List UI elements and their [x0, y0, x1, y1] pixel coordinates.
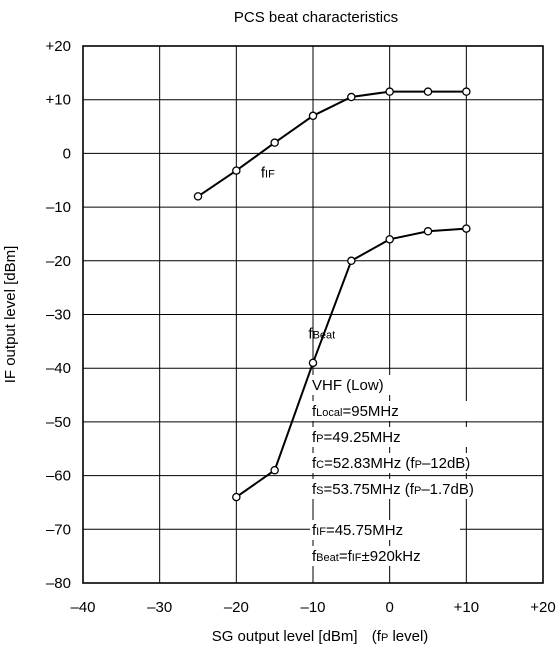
- data-point: [232, 166, 241, 175]
- annotation-bg: [310, 375, 396, 395]
- y-tick-label: –80: [46, 575, 71, 592]
- x-tick-label: +10: [454, 599, 479, 616]
- y-tick-label: –70: [46, 521, 71, 538]
- data-point: [423, 227, 433, 236]
- data-point: [462, 224, 471, 233]
- annotation-line: fS=53.75MHz (fP–1.7dB): [312, 481, 474, 498]
- x-axis-label-note-tail: level): [388, 628, 428, 645]
- x-axis-label: SG output level [dBm] (fP level): [212, 628, 429, 645]
- y-tick-label: –40: [46, 360, 71, 377]
- data-point: [193, 192, 203, 201]
- y-tick-label: –50: [46, 414, 71, 431]
- y-tick-label: –30: [46, 307, 71, 324]
- annotation-bg: [310, 479, 510, 499]
- data-point: [385, 87, 394, 96]
- x-tick-label: –10: [300, 599, 325, 616]
- x-axis-label-note: (f: [372, 628, 382, 645]
- data-point: [462, 87, 471, 96]
- annotation-line: fIF=45.75MHz: [312, 522, 403, 539]
- series-label-0: fIF: [261, 165, 275, 182]
- annotation-line: fP=49.25MHz: [312, 429, 401, 446]
- annotation-bg: [310, 453, 510, 473]
- annotation-block: VHF (Low) fLocal=95MHz fP=49.25MHz fC=52.83…: [310, 375, 510, 566]
- annotation-line: fBeat=fIF±920kHz: [312, 548, 421, 565]
- x-tick-label: –40: [70, 599, 95, 616]
- y-axis-label: IF output level [dBm]: [2, 246, 19, 384]
- data-point: [347, 256, 356, 266]
- data-point: [308, 111, 318, 121]
- data-point: [423, 87, 433, 96]
- y-tick-label: +10: [46, 92, 71, 109]
- x-tick-label: +20: [530, 599, 555, 616]
- annotation-line: VHF (Low): [312, 377, 384, 394]
- y-tick-label: –20: [46, 253, 71, 270]
- data-point: [270, 138, 279, 147]
- x-tick-label: –20: [224, 599, 249, 616]
- x-tick-label: –30: [147, 599, 172, 616]
- annotation-bg: [310, 520, 460, 540]
- data-point: [347, 92, 356, 102]
- annotation-bg: [310, 546, 460, 566]
- plot-frame: [82, 45, 544, 584]
- series-line-0: [197, 90, 467, 198]
- data-point: [270, 465, 279, 475]
- y-tick-label: –10: [46, 199, 71, 216]
- annotation-line: fC=52.83MHz (fP–12dB): [312, 455, 470, 472]
- y-tick-label: –60: [46, 468, 71, 485]
- data-point: [308, 358, 318, 368]
- tick-labels: –40 –30 –20 –10 0 +10 +20 +20 +10 0 –10 –20 –30 –40 –5…: [46, 38, 556, 616]
- series-labels: fIF fBeat: [261, 165, 335, 343]
- series-label-1: fBeat: [308, 326, 335, 343]
- data-point: [385, 235, 394, 244]
- x-axis-label-note-sub: P: [381, 632, 388, 644]
- chart-title: PCS beat characteristics: [234, 9, 398, 26]
- annotation-bg: [310, 401, 510, 421]
- annotation-line: fLocal=95MHz: [312, 403, 399, 420]
- annotation-bg: [310, 427, 510, 447]
- y-tick-label: 0: [63, 145, 71, 162]
- y-tick-label: +20: [46, 38, 71, 55]
- data-point: [232, 492, 241, 502]
- x-tick-label: 0: [385, 599, 393, 616]
- x-axis-label-main: SG output level [dBm]: [212, 628, 358, 645]
- series-group: [193, 87, 471, 502]
